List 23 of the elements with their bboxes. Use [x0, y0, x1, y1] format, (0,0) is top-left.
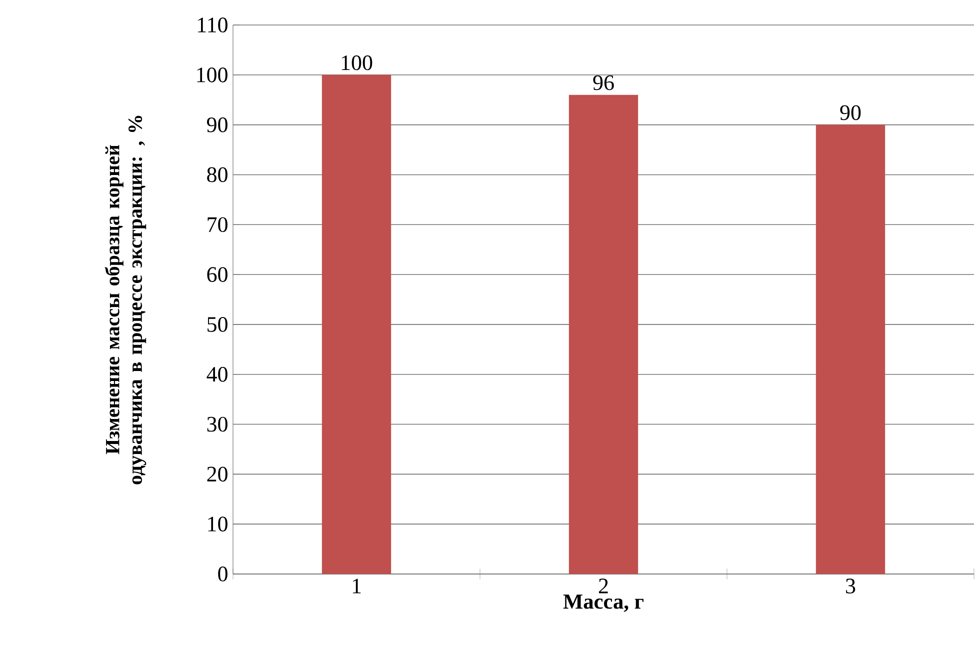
- y-tick-label: 10: [208, 516, 228, 532]
- y-tick-label: 60: [207, 267, 228, 282]
- y-tick-label: 100: [197, 67, 228, 82]
- y-tick-label: 0: [218, 566, 228, 582]
- y-tick-label: 50: [208, 317, 228, 332]
- y-tick-label: 90: [207, 117, 228, 132]
- bar: [322, 74, 392, 574]
- y-tick-label: 40: [206, 366, 228, 382]
- data-label: 90: [840, 105, 861, 120]
- y-tick-label: 110: [198, 18, 228, 32]
- data-label: 100: [342, 55, 372, 70]
- x-tick-label: 1: [352, 578, 361, 594]
- bar: [816, 124, 886, 574]
- bar: [568, 94, 638, 574]
- y-tick-label: 20: [207, 466, 228, 482]
- y-axis-title: Изменение массы образца корней одуванчика в процессе экстракции: , %: [104, 116, 146, 484]
- y-tick-label: 70: [208, 217, 228, 232]
- y-tick-label: 80: [207, 167, 228, 182]
- x-tick-label: 3: [846, 578, 856, 594]
- x-tick-label: 2: [598, 578, 608, 594]
- x-axis-title: Масса, г: [563, 594, 644, 612]
- y-tick-label: 30: [207, 416, 228, 432]
- data-label: 96: [593, 75, 614, 90]
